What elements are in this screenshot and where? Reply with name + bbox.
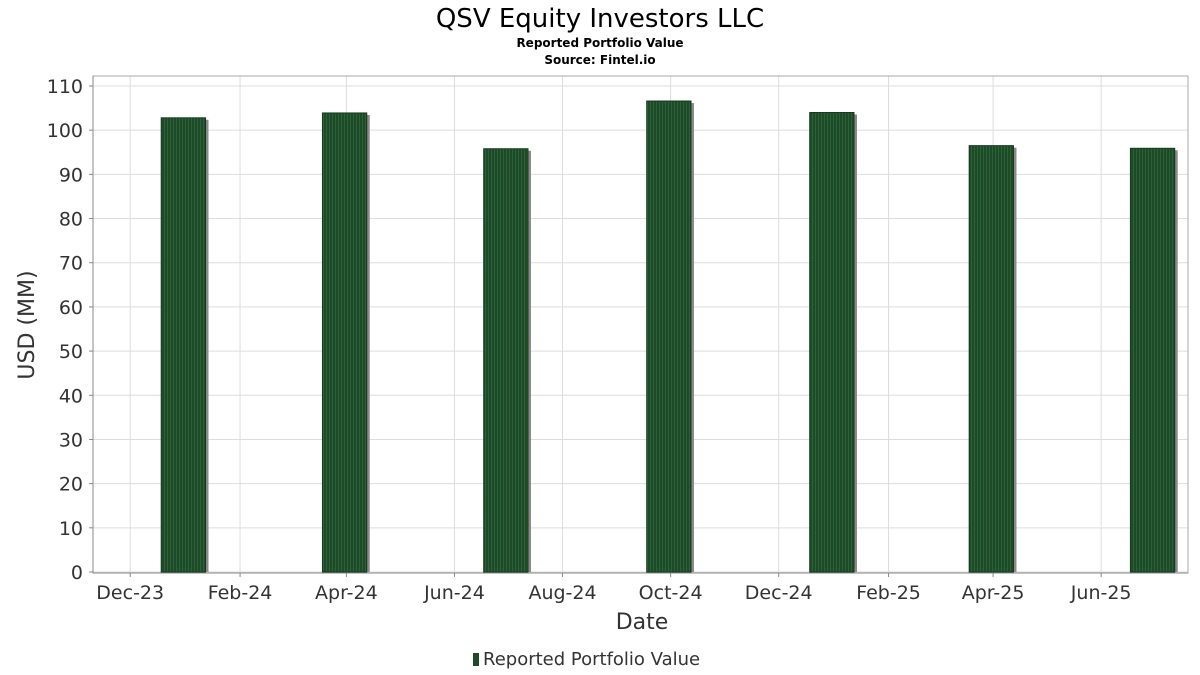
x-tick-label: Oct-24 — [639, 582, 703, 604]
bars — [160, 100, 1178, 573]
y-tick-label: 90 — [59, 164, 83, 186]
x-tick-label: Aug-24 — [528, 582, 596, 604]
bar — [321, 112, 368, 573]
bar — [1129, 147, 1176, 573]
x-axis-label: Date — [616, 610, 669, 635]
x-tick-label: Jun-24 — [423, 582, 485, 604]
x-tick-label: Jun-25 — [1070, 582, 1132, 604]
bar — [809, 112, 855, 573]
y-tick-label: 60 — [59, 297, 83, 319]
grid — [93, 76, 1188, 573]
y-tick-label: 80 — [59, 209, 83, 231]
chart-source: Source: Fintel.io — [544, 53, 655, 67]
chart-title: QSV Equity Investors LLC — [436, 4, 764, 34]
legend: Reported Portfolio Value — [473, 649, 700, 670]
y-tick-labels: 0 10 20 30 40 50 60 70 80 90 100 110 — [47, 76, 83, 584]
y-tick-label: 70 — [59, 253, 83, 275]
chart-subtitle: Reported Portfolio Value — [516, 36, 683, 50]
bar — [483, 148, 529, 573]
x-tick-label: Dec-23 — [96, 582, 164, 604]
x-tick-label: Apr-24 — [315, 582, 378, 604]
y-tick-label: 110 — [47, 76, 83, 98]
x-tick-label: Dec-24 — [745, 582, 813, 604]
bar — [160, 117, 207, 573]
x-tick-label: Feb-25 — [856, 582, 921, 604]
x-tick-labels: Dec-23 Feb-24 Apr-24 Jun-24 Aug-24 Oct-24 Dec-… — [96, 582, 1131, 604]
y-tick-label: 20 — [59, 474, 83, 496]
y-tick-label: 50 — [59, 341, 83, 363]
y-tick-label: 30 — [59, 429, 83, 451]
axes — [89, 75, 1189, 577]
legend-swatch — [473, 653, 479, 666]
bar — [646, 100, 692, 573]
legend-label: Reported Portfolio Value — [483, 649, 700, 670]
y-tick-label: 0 — [71, 562, 83, 584]
x-tick-label: Apr-25 — [962, 582, 1025, 604]
y-tick-label: 100 — [47, 120, 83, 142]
bar — [968, 145, 1014, 573]
x-tick-label: Feb-24 — [208, 582, 273, 604]
y-tick-label: 40 — [59, 385, 83, 407]
plot-area — [93, 76, 1188, 573]
y-axis-label: USD (MM) — [15, 270, 40, 379]
y-tick-label: 10 — [59, 518, 83, 540]
